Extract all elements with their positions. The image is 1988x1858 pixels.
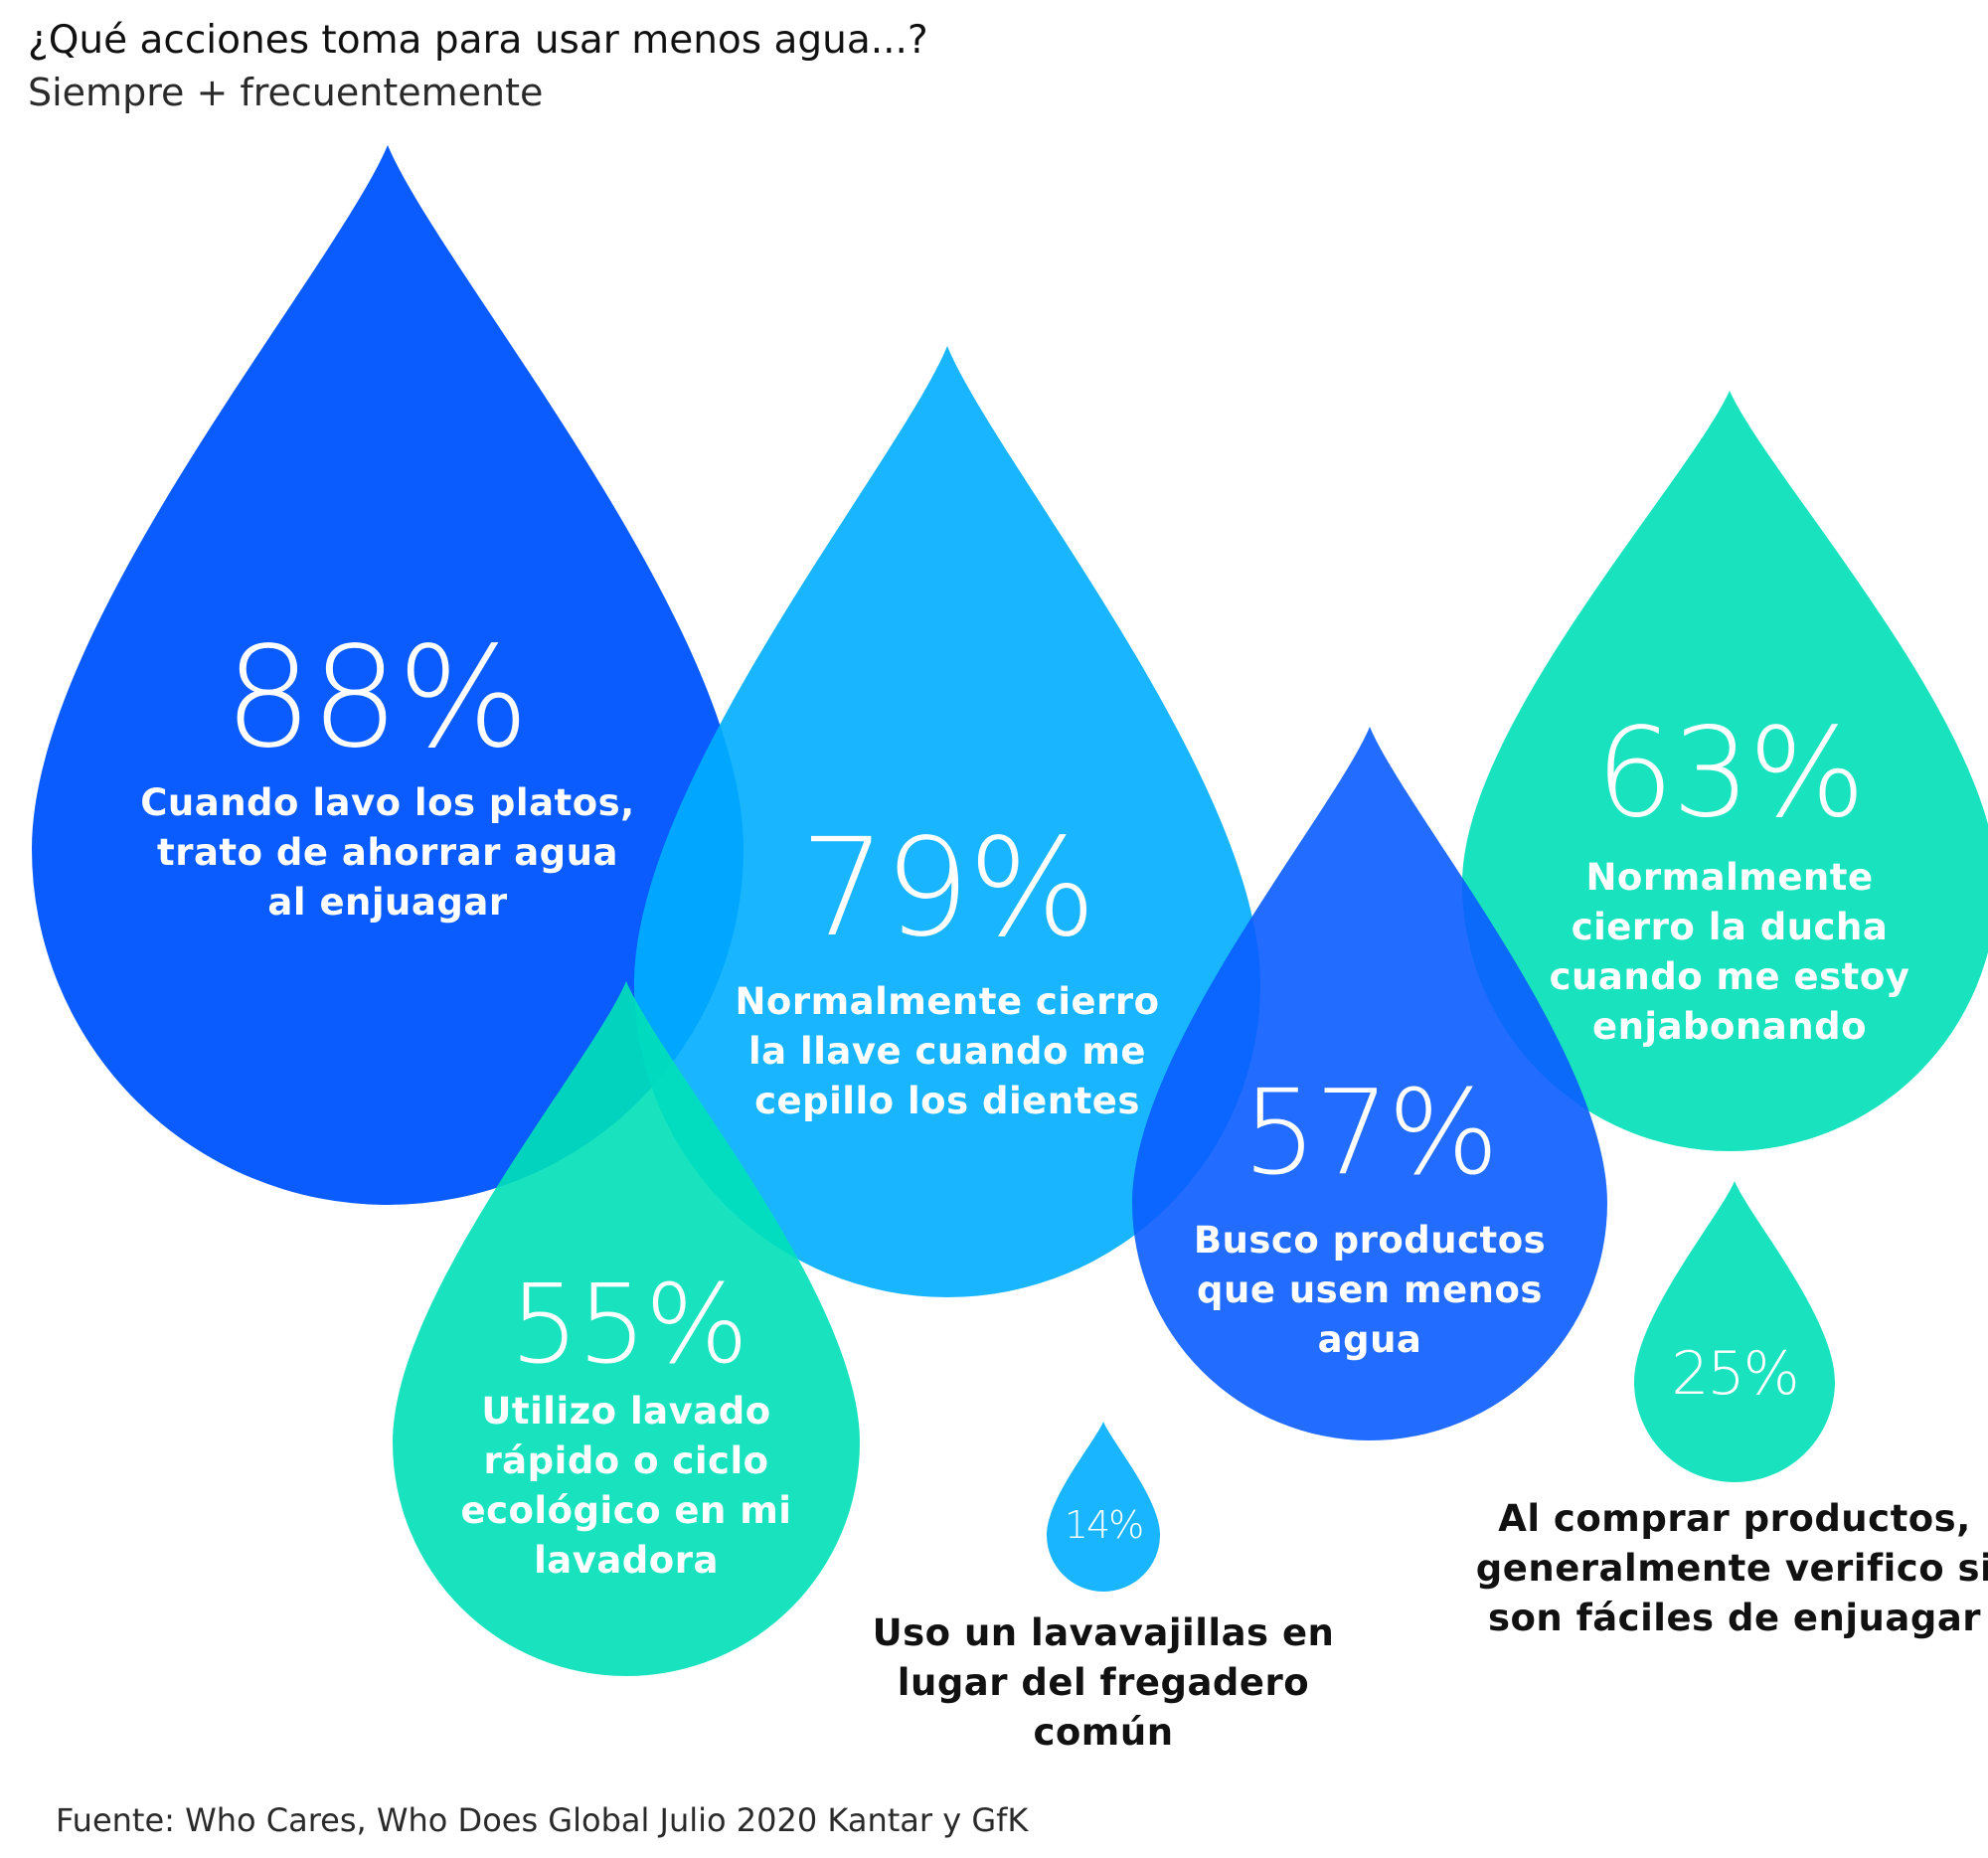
drop-14 [1047, 1422, 1160, 1592]
action-label-line: enjabonando [1592, 1005, 1867, 1048]
drop-88 [32, 145, 744, 1205]
value-label-79: 79% [800, 810, 1094, 967]
action-label-line: Al comprar productos, [1498, 1497, 1971, 1540]
action-label-line: Utilizo lavado [481, 1390, 770, 1433]
drop-57 [1132, 727, 1607, 1440]
drop-25 [1634, 1181, 1835, 1482]
drops-layer [32, 145, 1988, 1676]
action-label-line: que usen menos [1197, 1268, 1543, 1311]
action-label-line: generalmente verifico si [1476, 1547, 1988, 1590]
action-label-79: Normalmente cierro la llave cuando me cepi… [735, 980, 1159, 1122]
action-label-line: trato de ahorrar agua [157, 831, 618, 874]
action-label-line: Uso un lavavajillas en [873, 1611, 1335, 1654]
action-label-14: Uso un lavavajillas en lugar del fregader… [873, 1611, 1335, 1754]
action-label-line: cepillo los dientes [754, 1080, 1140, 1122]
action-label-line: lavadora [534, 1539, 719, 1582]
drop-55 [393, 981, 860, 1676]
value-label-88: 88% [224, 617, 527, 779]
value-label-63: 63% [1595, 702, 1864, 845]
value-label-25: 25% [1671, 1339, 1797, 1409]
chart-subtitle: Siempre + frecuentemente [28, 71, 543, 114]
action-label-line: ecológico en mi [460, 1489, 791, 1532]
action-label-line: al enjuagar [267, 881, 507, 924]
action-label-line: la llave cuando me [748, 1030, 1146, 1073]
action-label-25: Al comprar productos, generalmente verifi… [1476, 1497, 1988, 1639]
action-label-55: Utilizo lavado rápido o ciclo ecológico en… [460, 1390, 791, 1582]
value-label-55: 55% [510, 1261, 747, 1388]
action-label-line: Busco productos [1194, 1219, 1546, 1262]
action-label-line: son fáciles de enjuagar [1488, 1597, 1981, 1639]
action-label-line: Cuando lavo los platos, [140, 781, 635, 824]
action-label-57: Busco productos que usen menos agua [1194, 1219, 1546, 1361]
value-label-57: 57% [1242, 1064, 1497, 1201]
action-label-line: común [1033, 1711, 1173, 1754]
action-label-line: cuando me estoy [1550, 955, 1910, 998]
labels-layer: 88%Cuando lavo los platos, trato de ahorr… [140, 617, 1988, 1754]
action-label-line: rápido o ciclo [483, 1439, 768, 1482]
chart-title: ¿Qué acciones toma para usar menos agua.… [28, 18, 928, 63]
source-note: Fuente: Who Cares, Who Does Global Julio… [56, 1801, 1029, 1839]
action-label-line: Normalmente cierro [735, 980, 1159, 1023]
action-label-line: Normalmente [1585, 856, 1873, 899]
value-label-14: 14% [1065, 1503, 1142, 1547]
action-label-88: Cuando lavo los platos, trato de ahorrar … [140, 781, 635, 924]
action-label-63: Normalmente cierro la ducha cuando me esto… [1550, 856, 1910, 1048]
drop-63 [1462, 391, 1988, 1151]
action-label-line: cierro la ducha [1572, 906, 1889, 948]
action-label-line: agua [1318, 1318, 1422, 1361]
action-label-line: lugar del fregadero [898, 1661, 1309, 1704]
drop-79 [634, 346, 1260, 1297]
